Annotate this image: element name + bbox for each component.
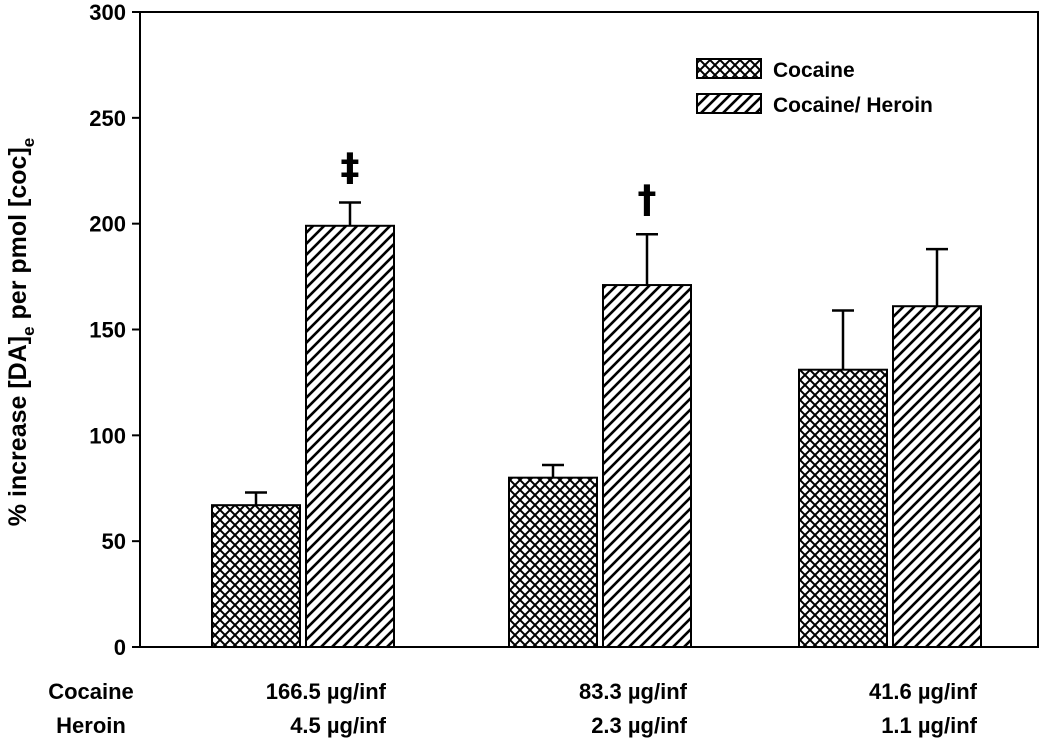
bar-cocaine-0 xyxy=(211,504,301,648)
y-tick-label: 50 xyxy=(102,529,126,554)
y-axis-ticks: 0 50 100 150 200 250 300 xyxy=(89,0,140,660)
y-tick-label: 300 xyxy=(89,0,126,25)
category-heroin-dose: 4.5 µg/inf xyxy=(290,713,386,738)
category-cocaine-dose: 41.6 µg/inf xyxy=(869,679,978,704)
category-cocaine-dose: 83.3 µg/inf xyxy=(579,679,688,704)
bar-cocaine-heroin-2 xyxy=(892,305,982,648)
y-tick-label: 100 xyxy=(89,423,126,448)
legend-swatch-cocaine-heroin xyxy=(696,93,762,114)
significance-markers: ‡† xyxy=(341,146,657,222)
bar-cocaine-heroin-0 xyxy=(305,224,395,649)
row-label-heroin: Heroin xyxy=(56,713,126,738)
legend-label: Cocaine/ Heroin xyxy=(773,94,933,117)
y-tick-label: 150 xyxy=(89,318,126,343)
significance-marker: † xyxy=(638,177,657,221)
bar-cocaine-heroin-1 xyxy=(602,284,692,648)
bar-cocaine-1 xyxy=(508,476,598,648)
legend-label: Cocaine xyxy=(773,59,855,82)
row-label-cocaine: Cocaine xyxy=(48,679,134,704)
y-axis-title: % increase [DA]e per pmol [coc]e xyxy=(4,138,38,526)
bars xyxy=(211,224,982,649)
category-cocaine-dose: 166.5 µg/inf xyxy=(266,679,387,704)
y-tick-label: 0 xyxy=(114,635,126,660)
legend: Cocaine Cocaine/ Heroin xyxy=(696,58,933,117)
legend-swatch-cocaine xyxy=(696,58,762,79)
error-bars xyxy=(245,201,948,506)
y-tick-label: 200 xyxy=(89,212,126,237)
bar-cocaine-2 xyxy=(798,368,888,648)
y-tick-label: 250 xyxy=(89,106,126,131)
x-category-labels: Cocaine Heroin 166.5 µg/inf 4.5 µg/inf 83.3 … xyxy=(48,679,977,738)
significance-marker: ‡ xyxy=(341,146,360,190)
category-heroin-dose: 2.3 µg/inf xyxy=(591,713,687,738)
category-heroin-dose: 1.1 µg/inf xyxy=(881,713,977,738)
